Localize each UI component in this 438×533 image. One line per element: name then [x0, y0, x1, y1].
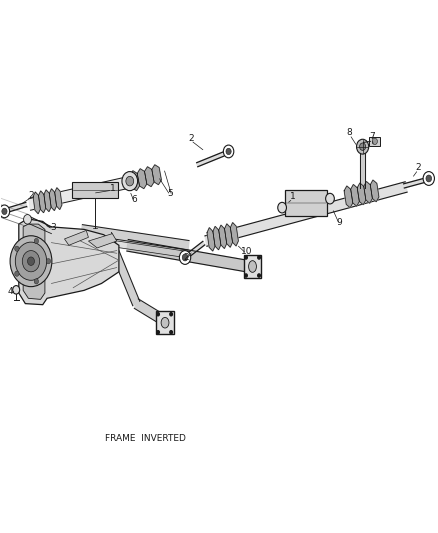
FancyBboxPatch shape [244, 255, 261, 278]
Text: FRAME  INVERTED: FRAME INVERTED [105, 434, 185, 443]
Polygon shape [205, 182, 407, 246]
Circle shape [325, 193, 334, 204]
Ellipse shape [161, 317, 169, 328]
Polygon shape [197, 152, 224, 167]
Text: 2: 2 [188, 134, 194, 143]
Circle shape [122, 172, 138, 191]
Polygon shape [81, 224, 189, 250]
Circle shape [13, 286, 20, 294]
Circle shape [15, 246, 19, 252]
Circle shape [426, 175, 431, 182]
Circle shape [34, 238, 39, 244]
Polygon shape [134, 299, 169, 327]
Circle shape [46, 259, 50, 264]
Polygon shape [23, 224, 45, 300]
Polygon shape [219, 225, 227, 248]
Polygon shape [127, 239, 250, 272]
Polygon shape [152, 165, 161, 184]
Polygon shape [105, 232, 140, 306]
Circle shape [372, 138, 378, 144]
Polygon shape [213, 227, 221, 250]
Polygon shape [230, 223, 238, 246]
Polygon shape [351, 184, 359, 206]
FancyBboxPatch shape [72, 182, 117, 198]
Text: 8: 8 [347, 128, 353, 137]
Circle shape [126, 176, 134, 186]
Circle shape [22, 251, 40, 272]
Polygon shape [39, 191, 46, 213]
Circle shape [10, 236, 52, 287]
Polygon shape [29, 169, 161, 210]
Polygon shape [130, 171, 140, 191]
Polygon shape [19, 219, 119, 305]
Circle shape [28, 257, 35, 265]
Circle shape [182, 254, 188, 261]
Polygon shape [357, 183, 366, 205]
Polygon shape [44, 190, 51, 212]
Text: 2: 2 [416, 163, 421, 172]
Polygon shape [88, 233, 117, 248]
Circle shape [34, 279, 39, 284]
Text: 2: 2 [184, 253, 189, 262]
Circle shape [2, 208, 7, 215]
Circle shape [157, 330, 159, 334]
Circle shape [0, 205, 10, 217]
Circle shape [15, 242, 47, 280]
Polygon shape [364, 182, 372, 203]
Circle shape [226, 148, 231, 155]
FancyBboxPatch shape [369, 136, 381, 146]
Ellipse shape [249, 261, 256, 272]
Text: 2: 2 [28, 191, 34, 200]
Circle shape [245, 274, 247, 277]
Text: 7: 7 [369, 132, 375, 141]
FancyBboxPatch shape [156, 311, 174, 334]
Polygon shape [145, 167, 154, 187]
Polygon shape [207, 228, 215, 251]
Circle shape [423, 172, 434, 185]
Circle shape [157, 313, 159, 316]
Polygon shape [81, 236, 189, 258]
Polygon shape [344, 186, 353, 208]
Text: 6: 6 [131, 195, 137, 204]
Circle shape [180, 251, 191, 264]
Circle shape [360, 143, 366, 150]
Polygon shape [225, 224, 233, 247]
Circle shape [258, 274, 260, 277]
Polygon shape [188, 241, 205, 256]
Circle shape [258, 256, 260, 259]
Polygon shape [370, 180, 379, 201]
Text: 3: 3 [50, 223, 56, 232]
Polygon shape [55, 188, 62, 209]
Text: 4: 4 [7, 287, 13, 296]
Polygon shape [403, 179, 424, 188]
Circle shape [170, 313, 173, 316]
Circle shape [278, 203, 286, 213]
Circle shape [357, 139, 369, 154]
Text: 1: 1 [110, 183, 115, 192]
Polygon shape [64, 230, 88, 245]
Text: 10: 10 [240, 247, 252, 256]
Polygon shape [8, 203, 27, 212]
Circle shape [15, 271, 19, 276]
Circle shape [245, 256, 247, 259]
Circle shape [24, 215, 32, 224]
Polygon shape [33, 192, 40, 214]
Circle shape [223, 145, 234, 158]
FancyBboxPatch shape [285, 190, 327, 216]
Polygon shape [49, 189, 57, 211]
Text: 9: 9 [337, 218, 343, 227]
Circle shape [170, 330, 173, 334]
Text: 1: 1 [290, 192, 296, 201]
Polygon shape [137, 169, 147, 189]
Polygon shape [360, 148, 365, 188]
Text: 5: 5 [167, 189, 173, 198]
